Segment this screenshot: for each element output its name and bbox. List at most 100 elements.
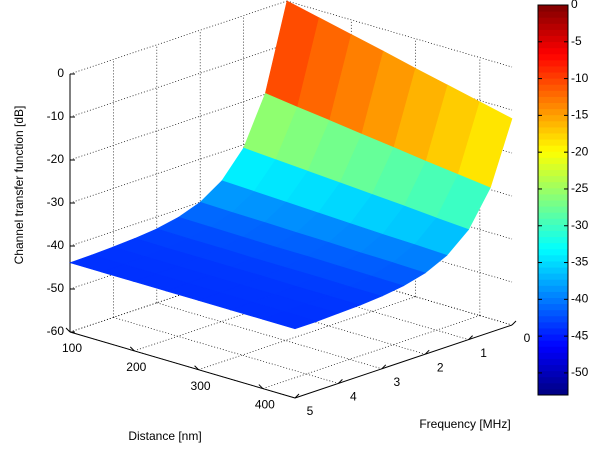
colorbar-tick-label: -45 [571,328,589,342]
grid-line [286,0,513,68]
grid-line [156,302,382,370]
z-tick-label: -40 [47,238,65,252]
colorbar-swatch [538,358,568,366]
colorbar-swatch [538,279,568,286]
colorbar-swatch [538,382,568,390]
colorbar-swatch [538,230,568,238]
x-tick-label: 2 [437,360,444,374]
axis-line [69,331,296,399]
x-axis-label: Frequency [MHz] [419,417,510,431]
colorbar-swatch [538,17,568,24]
colorbar-swatch [538,309,568,317]
z-tick-label: -50 [47,281,65,295]
grid-line [113,317,339,384]
colorbar-tick-label: -50 [571,365,589,379]
y-tick-label: 100 [62,341,82,355]
colorbar-swatch [538,212,568,219]
z-tick-label: -60 [47,324,65,338]
colorbar-swatch [538,236,568,244]
colorbar-swatch [538,321,568,329]
colorbar-tick-label: -35 [571,255,589,269]
colorbar-swatch [538,65,568,73]
colorbar-tick-label: 0 [571,0,578,11]
colorbar-swatch [538,5,568,12]
colorbar-swatch [538,102,568,110]
axis-line [294,324,513,399]
colorbar-swatch [538,352,568,359]
tick-mark [338,379,343,384]
grid-line [69,172,288,247]
colorbar-swatch [538,151,568,158]
colorbar-swatch [538,297,568,305]
colorbar-swatch [538,206,568,213]
colorbar-tick-label: -20 [571,144,589,158]
colorbar-swatch [538,267,568,274]
colorbar-swatch [538,315,568,323]
z-tick-label: -30 [47,195,65,209]
colorbar-swatch [538,303,568,311]
z-tick-label: -20 [47,152,65,166]
colorbar-swatch [538,132,568,140]
colorbar-frame [537,4,569,396]
z-tick-label: 0 [57,66,64,80]
colorbar-swatch [538,78,568,85]
y-tick-label: 200 [126,360,146,374]
tick-mark [424,349,430,355]
colorbar-tick-label: -15 [571,108,589,122]
colorbar-swatch [538,260,568,268]
colorbar-swatch [538,120,568,128]
colorbar-swatch [538,139,568,146]
x-tick-label: 3 [393,375,400,389]
colorbar-swatch [538,346,568,353]
grid-line [69,86,288,161]
colorbar-swatch [538,23,568,30]
tick-mark [129,346,135,352]
colorbar-swatch [538,126,568,134]
colorbar-swatch [538,187,568,195]
colorbar-swatch [538,181,568,189]
colorbar-swatch [538,90,568,97]
colorbar-swatch [538,96,568,103]
colorbar-swatch [538,53,568,61]
colorbar-swatch [538,59,568,67]
z-axis-label: Channel transfer function [dB] [12,106,26,265]
grid-line [69,43,288,118]
colorbar-swatch [538,108,568,116]
colorbar-swatch [538,114,568,122]
tick-mark [381,364,387,370]
colorbar-swatch [538,248,568,256]
colorbar-swatch [538,340,568,347]
grid-line [69,258,288,333]
colorbar-swatch [538,242,568,250]
colorbar-swatch [538,163,568,171]
colorbar-swatch [538,145,568,152]
colorbar-swatch [538,291,568,298]
colorbar-swatch [538,285,568,292]
surface-cell [261,311,318,330]
colorbar-tick-label: -10 [571,71,589,85]
colorbar-swatch [538,376,568,384]
grid-line [198,296,416,371]
grid-line [262,315,480,389]
x-tick-label: 0 [524,331,531,345]
colorbar-swatch [538,193,568,201]
colorbar-tick-label: -5 [571,34,582,48]
x-tick-label: 4 [350,390,357,404]
colorbar-swatch [538,254,568,262]
tick-mark [511,320,517,326]
grid-line [134,277,352,352]
colorbar-swatch [538,41,568,49]
tick-mark [468,335,473,340]
x-tick-label: 5 [307,404,314,418]
colorbar-swatch [538,47,568,55]
colorbar-tick-label: -40 [571,292,589,306]
colorbar-swatch [538,200,568,207]
colorbar-swatch [538,218,568,225]
colorbar-swatch [538,157,568,164]
colorbar-swatch [538,388,568,396]
grid-line [69,129,288,204]
colorbar-swatch [538,169,568,177]
colorbar-swatch [538,273,568,280]
z-tick-label: -10 [47,109,65,123]
